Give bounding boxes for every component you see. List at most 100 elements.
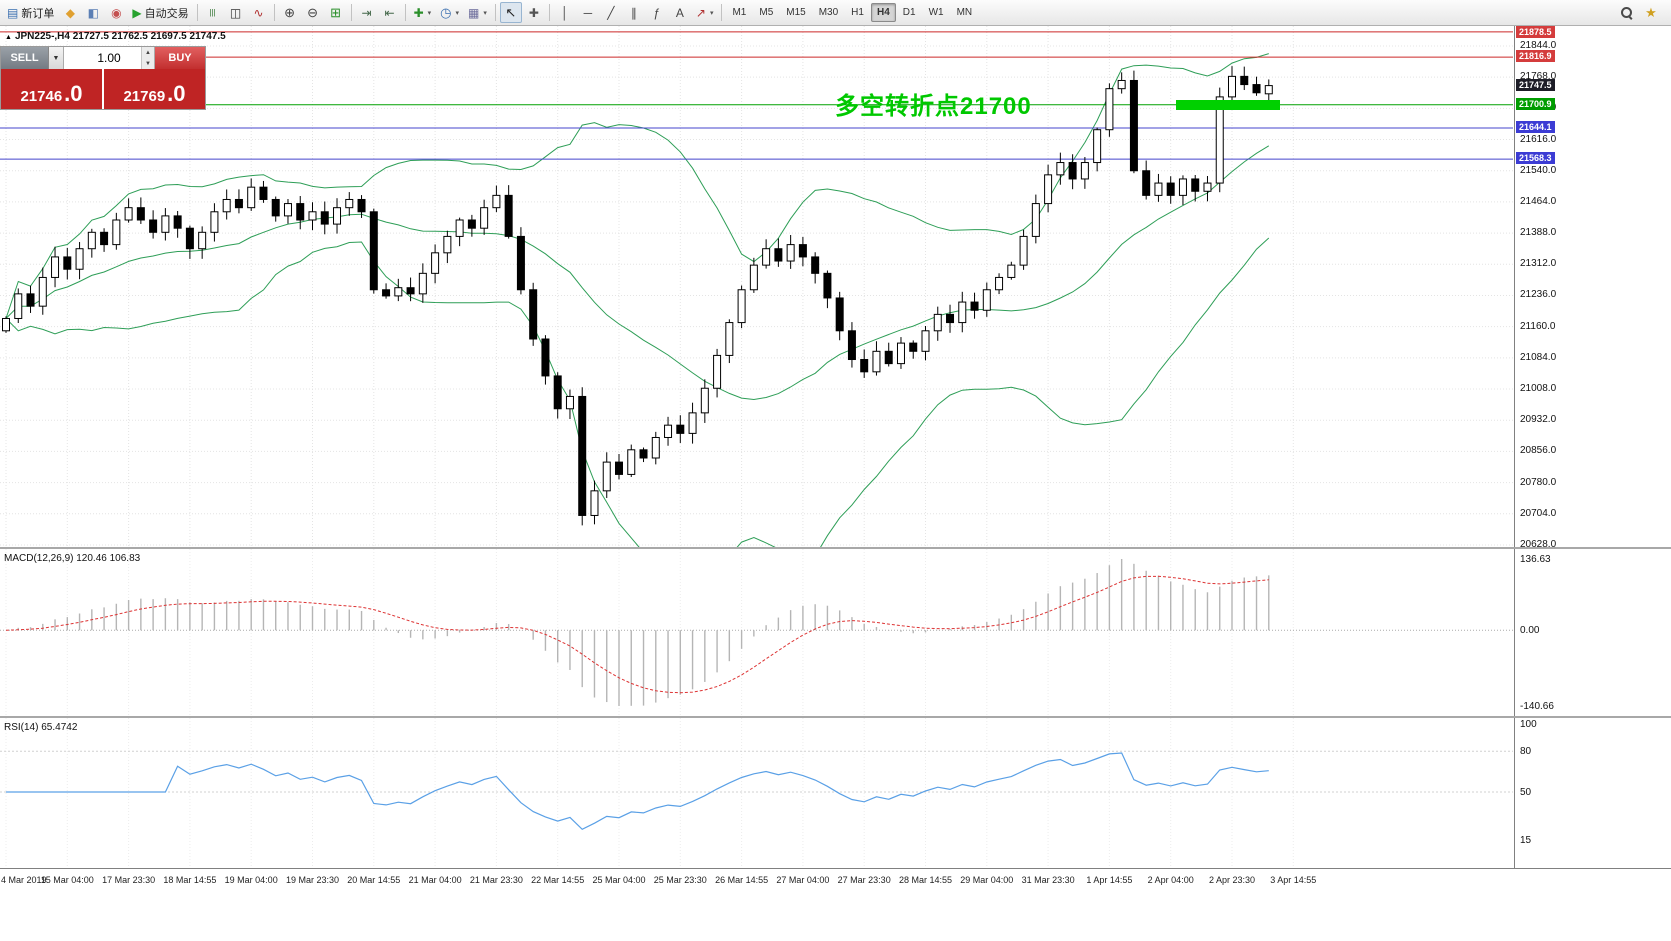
auto-scroll-button[interactable]: ⇥: [356, 2, 378, 23]
timeframe-d1[interactable]: D1: [897, 3, 922, 22]
panel-splitter-rsi[interactable]: [0, 716, 1671, 718]
bars-icon: |||: [209, 7, 216, 17]
clock-icon: ◷: [440, 5, 452, 20]
volume-box: ▲ ▼: [64, 47, 155, 69]
cursor-button[interactable]: ↖: [499, 2, 522, 23]
volume-input[interactable]: [64, 47, 154, 69]
sell-button[interactable]: SELL: [1, 47, 49, 69]
panel-splitter-macd[interactable]: [0, 547, 1671, 549]
buy-price-sub: .0: [167, 81, 186, 107]
vline-button[interactable]: │: [554, 2, 576, 23]
new-order-button[interactable]: ▤ 新订单: [3, 2, 58, 23]
symbol-header: ▲ JPN225-,H4 21727.5 21762.5 21697.5 2174…: [5, 31, 226, 42]
one-click-trade-panel: SELL ▼ ▲ ▼ BUY 21746 .0 21769: [0, 46, 206, 110]
price-tick: 21616.0: [1520, 133, 1557, 145]
shift-icon: ⇤: [384, 5, 395, 20]
trade-panel-prices: 21746 .0 21769 .0: [1, 69, 205, 109]
hline-button[interactable]: ─: [577, 2, 599, 23]
macd-signal-line: [5, 575, 1269, 694]
text-button[interactable]: A: [669, 2, 691, 23]
indicators-button[interactable]: ✚ ▾: [410, 2, 436, 23]
volume-down-button[interactable]: ▼: [142, 58, 154, 69]
price-badge: 21878.5: [1516, 26, 1555, 38]
bollinger-middle-band: [5, 145, 1270, 401]
volume-up-button[interactable]: ▲: [142, 47, 154, 58]
price-tick: 21236.0: [1520, 289, 1557, 301]
chart-area: 21844.021768.021692.021616.021540.021464…: [0, 26, 1671, 941]
price-axis[interactable]: 21844.021768.021692.021616.021540.021464…: [1514, 26, 1671, 868]
rsi-panel[interactable]: [0, 718, 1514, 868]
crosshair-button[interactable]: ✚: [523, 2, 545, 23]
time-label: 17 Mar 23:30: [102, 875, 156, 885]
time-label: 20 Mar 14:55: [347, 875, 401, 885]
indicator-icon: ✚: [413, 5, 424, 20]
favorites-button[interactable]: ★: [1640, 2, 1662, 23]
tile-windows-button[interactable]: ⊞: [325, 2, 347, 23]
line-chart-button[interactable]: ∿: [248, 2, 270, 23]
chart-shift-button[interactable]: ⇤: [379, 2, 401, 23]
time-label: 22 Mar 14:55: [531, 875, 585, 885]
play-icon: ▶: [132, 5, 142, 20]
time-label: 27 Mar 23:30: [837, 875, 891, 885]
fibo-icon: ƒ: [653, 5, 661, 20]
timeframe-m1[interactable]: M1: [726, 3, 752, 22]
rsi-scale-label: 15: [1520, 834, 1532, 846]
timeframe-m5[interactable]: M5: [753, 3, 779, 22]
price-tick: 21008.0: [1520, 383, 1557, 395]
timeframe-m30[interactable]: M30: [813, 3, 844, 22]
dropdown-caret-icon: ▾: [427, 9, 432, 17]
timeframe-m15[interactable]: M15: [780, 3, 811, 22]
time-axis[interactable]: 4 Mar 2019 15 Mar 04:00 17 Mar 23:30 18 Mar…: [0, 868, 1671, 890]
price-badge: 21644.1: [1516, 121, 1555, 134]
new-order-icon: ▤: [7, 5, 19, 20]
symbol-marker-icon: ▲: [5, 34, 12, 41]
timeframe-mn[interactable]: MN: [951, 3, 979, 22]
toolbar-separator: [494, 4, 496, 21]
zoom-in-icon: ⊕: [284, 5, 296, 20]
periods-button[interactable]: ◷ ▾: [436, 2, 463, 23]
candle-chart-button[interactable]: ◫: [225, 2, 247, 23]
profile-button[interactable]: ◧: [82, 2, 104, 23]
price-chart[interactable]: [0, 26, 1514, 547]
arrows-button[interactable]: ↗ ▾: [692, 2, 718, 23]
timeframe-w1[interactable]: W1: [923, 3, 950, 22]
signals-button[interactable]: ◉: [105, 2, 127, 23]
buy-button[interactable]: BUY: [155, 47, 205, 69]
autotrading-button[interactable]: ▶ 自动交易: [128, 2, 192, 23]
time-label: 25 Mar 04:00: [592, 875, 646, 885]
buy-price[interactable]: 21769 .0: [104, 69, 205, 109]
zoom-in-button[interactable]: ⊕: [279, 2, 301, 23]
time-label: 18 Mar 14:55: [163, 875, 217, 885]
pivot-zone-highlight[interactable]: [1176, 99, 1280, 110]
templates-button[interactable]: ▦ ▾: [464, 2, 491, 23]
price-tick: 21084.0: [1520, 351, 1557, 363]
timeframe-h1[interactable]: H1: [845, 3, 870, 22]
timeframe-group: M1 M5 M15 M30 H1 H4 D1 W1 MN: [726, 3, 978, 22]
price-tick: 21312.0: [1520, 258, 1557, 270]
new-order-button-label: 新订单: [21, 7, 55, 20]
macd-indicator-label: MACD(12,26,9) 120.46 106.83: [4, 553, 141, 564]
chart-annotation[interactable]: 多空转折点21700: [835, 93, 1032, 120]
time-label: 15 Mar 04:00: [40, 875, 94, 885]
price-tick: 21160.0: [1520, 320, 1556, 332]
toolbar-separator: [721, 4, 723, 21]
bar-chart-button[interactable]: |||: [202, 2, 224, 23]
channel-button[interactable]: ∥: [623, 2, 645, 23]
rsi-scale-label: 80: [1520, 746, 1532, 758]
mql5-button[interactable]: ◆: [59, 2, 81, 23]
macd-panel[interactable]: [0, 549, 1514, 716]
zoom-out-button[interactable]: ⊖: [302, 2, 324, 23]
sell-price[interactable]: 21746 .0: [1, 69, 102, 109]
dropdown-caret-icon: ▾: [483, 9, 487, 17]
price-tick: 20628.0: [1520, 538, 1557, 550]
candles: [2, 66, 1273, 526]
price-tick: 21768.0: [1520, 71, 1557, 83]
trade-options-dropdown[interactable]: ▼: [49, 47, 64, 69]
rsi-indicator-label: RSI(14) 65.4742: [4, 722, 78, 733]
time-label: 2 Apr 04:00: [1147, 875, 1194, 885]
search-button[interactable]: [1615, 2, 1637, 23]
trendline-button[interactable]: ╱: [600, 2, 622, 23]
fibo-button[interactable]: ƒ: [646, 2, 668, 23]
timeframe-h4[interactable]: H4: [870, 3, 896, 22]
rsi-scale-label: 50: [1520, 787, 1532, 798]
